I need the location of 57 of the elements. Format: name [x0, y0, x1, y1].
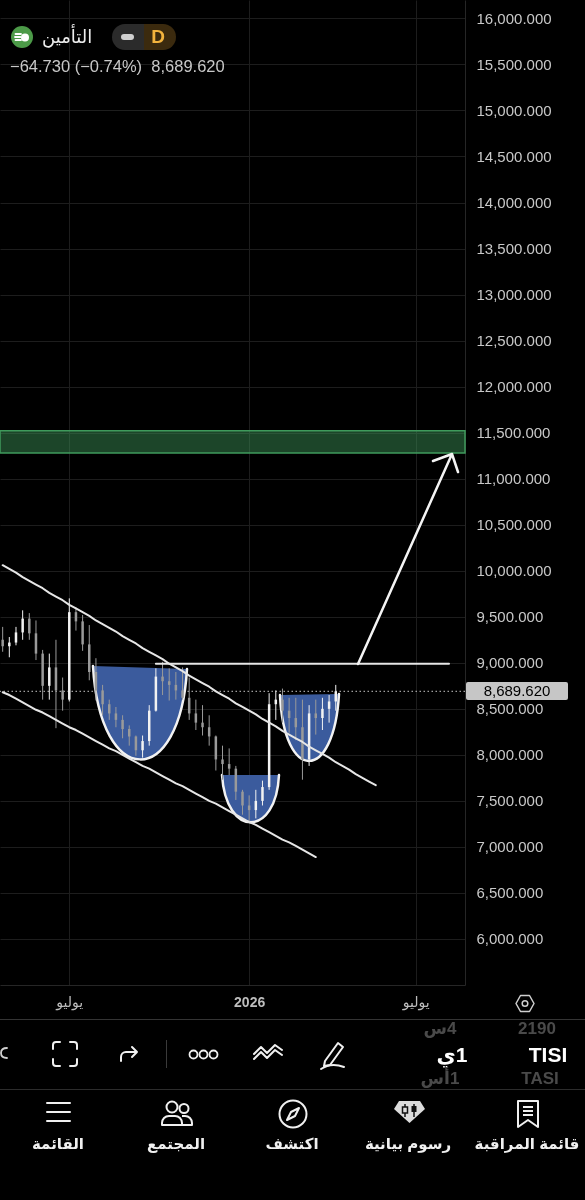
text: TISI — [528, 1042, 568, 1068]
text: رسوم بيانية — [364, 1135, 452, 1153]
x-tick-label: يوليو — [55, 993, 84, 1011]
y-tick-label: 14,500.000 — [476, 148, 552, 165]
candlestick — [141, 735, 144, 759]
y-tick-label: 10,000.000 — [476, 562, 552, 580]
y-tick-label: 6,500.000 — [476, 884, 544, 902]
y-tick-label: 12,500.000 — [476, 332, 552, 350]
y-tick-label: 15,000.000 — [476, 101, 552, 119]
text: قائمة المراقبة — [474, 1135, 580, 1153]
text: اكتشف — [265, 1135, 319, 1153]
candlestick — [321, 697, 324, 731]
candlestick — [48, 653, 51, 701]
text: المجتمع — [146, 1135, 206, 1153]
y-tick-label: 7,500.000 — [476, 792, 544, 810]
candlestick — [101, 684, 104, 716]
text: −64.730 (−0.74%) 8,689.620 — [10, 56, 225, 76]
candlestick — [108, 699, 111, 721]
text: 1أس — [420, 1069, 460, 1089]
y-tick-label: 11,500.000 — [476, 424, 551, 442]
candlestick — [261, 780, 264, 806]
x-tick-label: يوليو — [401, 993, 430, 1011]
candlestick — [28, 612, 31, 641]
y-tick-label: 9,000.000 — [476, 654, 544, 672]
candlestick — [201, 704, 204, 737]
y-tick-label: 15,500.000 — [476, 55, 552, 73]
text: التأمين — [42, 26, 93, 48]
candlestick — [21, 609, 24, 641]
annotation: D — [151, 26, 165, 48]
candlestick — [1, 626, 4, 653]
candlestick — [181, 666, 184, 701]
candlestick — [241, 789, 244, 816]
y-tick-label: 6,000.000 — [476, 930, 544, 948]
line-series — [1, 691, 317, 859]
y-tick-label: 12,000.000 — [476, 378, 552, 396]
y-tick-label: 14,000.000 — [476, 194, 552, 212]
y-tick-label: 7,000.000 — [476, 838, 544, 856]
x-tick-label: 2026 — [234, 993, 266, 1010]
text: 4س — [423, 1019, 457, 1039]
ref-line-label: 8,689.620 — [466, 682, 568, 701]
y-tick-label: 9,500.000 — [476, 608, 544, 626]
candlestick — [8, 636, 11, 658]
candlestick — [81, 614, 84, 652]
text: 2190 — [518, 1019, 556, 1039]
y-tick-label: 13,500.000 — [476, 240, 552, 258]
y-tick-label: 13,000.000 — [476, 286, 552, 304]
candlestick — [161, 661, 164, 696]
y-tick-label: 10,500.000 — [476, 516, 552, 534]
text: القائمة — [32, 1135, 84, 1153]
y-tick-label: 16,000.000 — [476, 9, 552, 27]
candlestick — [121, 714, 124, 739]
y-tick-label: 8,000.000 — [476, 746, 544, 764]
y-tick-label: 11,000.000 — [476, 470, 551, 488]
candlestick — [221, 745, 224, 781]
text: TASI — [521, 1069, 559, 1089]
y-tick-label: 8,500.000 — [476, 700, 544, 718]
text: 1ي — [436, 1042, 468, 1068]
